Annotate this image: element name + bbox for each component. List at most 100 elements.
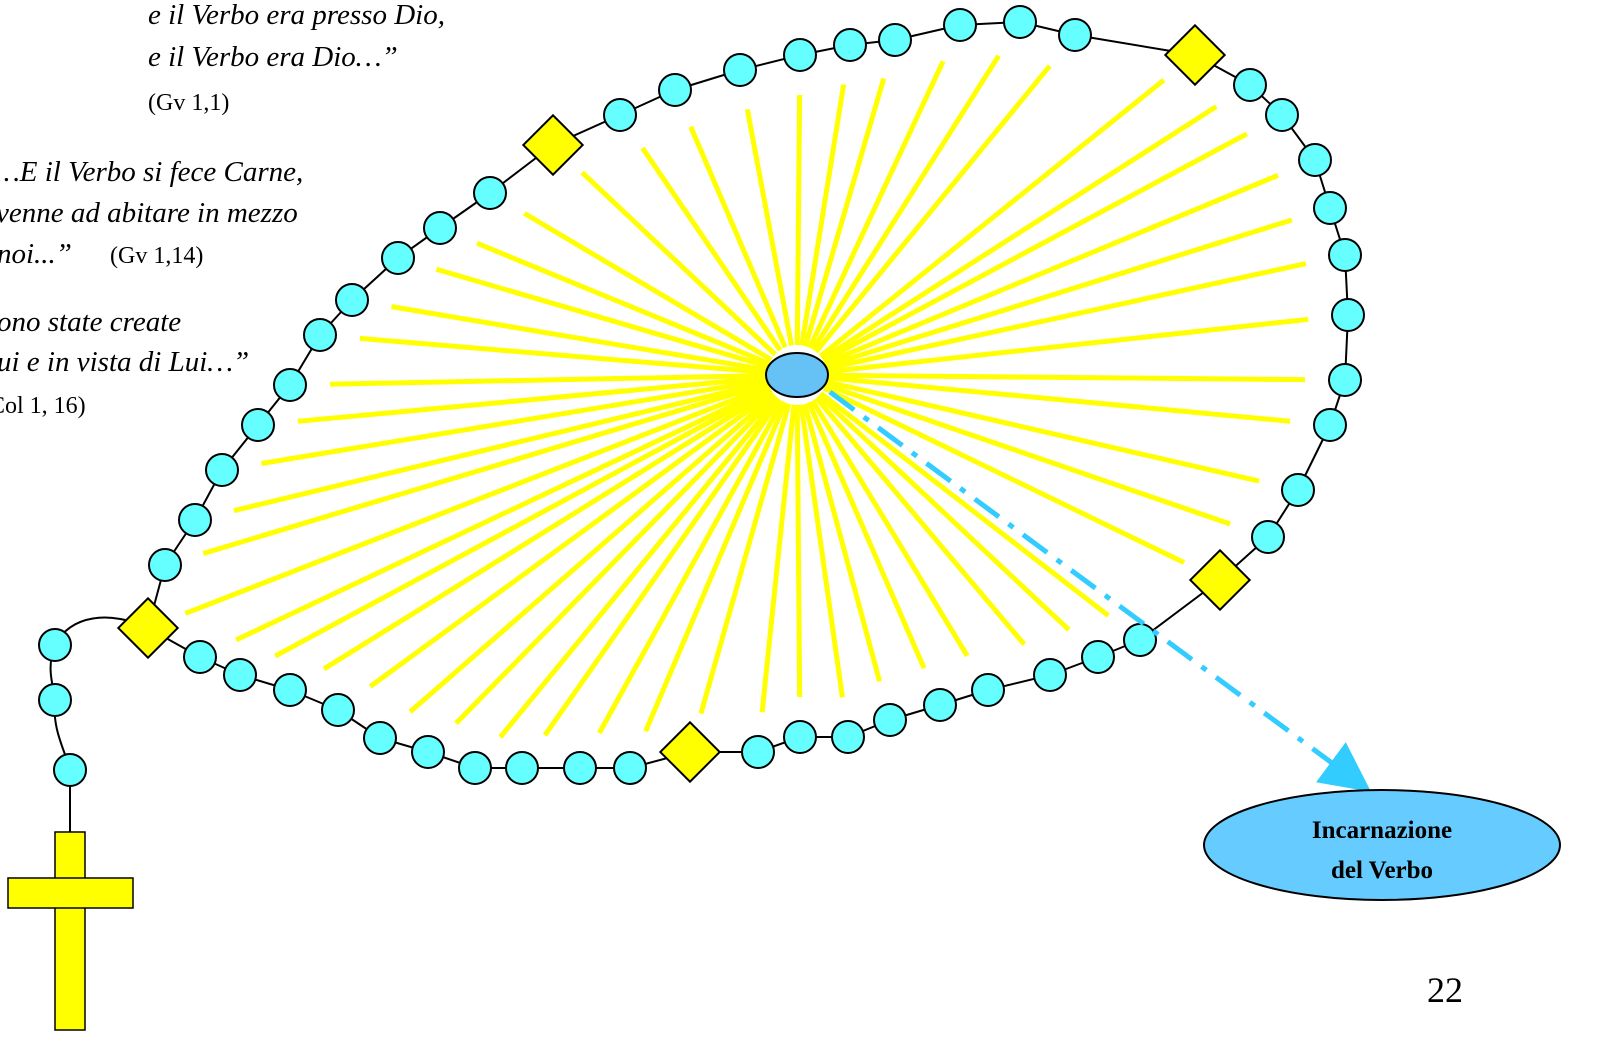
ray	[542, 398, 782, 737]
bead	[363, 721, 397, 755]
quote-line: ono state create	[0, 306, 181, 338]
ray	[802, 403, 883, 683]
bead	[241, 408, 275, 442]
ray	[817, 393, 1071, 632]
bead	[321, 693, 355, 727]
diamond-bead	[1163, 23, 1227, 87]
bead	[1298, 143, 1332, 177]
ray	[597, 400, 785, 735]
callout-ellipse	[1203, 789, 1561, 901]
ray	[640, 146, 783, 352]
ray	[476, 240, 771, 366]
bead	[1328, 363, 1362, 397]
bead	[53, 753, 87, 787]
arrow	[828, 389, 1372, 792]
bead	[335, 283, 369, 317]
ray	[759, 404, 797, 713]
bead	[178, 503, 212, 537]
rays	[184, 54, 1309, 739]
ray	[235, 385, 771, 643]
ray	[825, 379, 1260, 484]
bead	[505, 751, 539, 785]
bead	[873, 703, 907, 737]
ray	[825, 261, 1307, 372]
ray	[368, 390, 775, 689]
callout-text: del Verbo	[1331, 857, 1433, 884]
ray	[824, 217, 1293, 369]
bead	[458, 751, 492, 785]
ray	[523, 211, 773, 362]
bead	[923, 688, 957, 722]
ray	[454, 394, 778, 726]
bead	[943, 8, 977, 42]
bead	[1281, 473, 1315, 507]
bead	[273, 673, 307, 707]
ray	[498, 396, 780, 739]
ray	[329, 373, 768, 387]
ray	[643, 401, 788, 733]
bead	[1033, 658, 1067, 692]
bead	[878, 23, 912, 57]
quote-line: e il Verbo era presso Dio,	[148, 0, 445, 31]
ray	[794, 404, 803, 698]
ray	[822, 131, 1248, 364]
bead	[223, 658, 257, 692]
ray	[435, 266, 769, 369]
bead	[423, 211, 457, 245]
bead	[38, 628, 72, 662]
center-node	[765, 352, 829, 398]
ray	[807, 60, 946, 349]
bead	[1123, 623, 1157, 657]
ray	[824, 382, 1231, 527]
ray	[826, 316, 1309, 375]
ray	[744, 108, 794, 346]
ray	[814, 64, 1052, 354]
bead	[971, 673, 1005, 707]
bead	[411, 735, 445, 769]
bead	[1313, 408, 1347, 442]
quote-line: …E il Verbo si fece Carne,	[0, 156, 303, 188]
ray	[806, 401, 927, 670]
bead	[1251, 520, 1285, 554]
quote-ref: (Gv 1,1)	[148, 90, 229, 116]
bead	[741, 735, 775, 769]
bead	[603, 98, 637, 132]
quote-ref: Col 1, 16)	[0, 393, 86, 419]
ray	[820, 104, 1218, 361]
ray	[202, 381, 769, 556]
diamond-bead	[658, 720, 722, 784]
bead	[1058, 18, 1092, 52]
bead	[831, 720, 865, 754]
bead	[658, 73, 692, 107]
ray	[814, 396, 1027, 647]
bead	[783, 720, 817, 754]
bead	[783, 38, 817, 72]
ray	[359, 335, 768, 375]
bead	[613, 751, 647, 785]
bead	[205, 453, 239, 487]
ray	[580, 170, 777, 357]
ray	[794, 94, 803, 346]
diamond-bead	[521, 113, 585, 177]
bead	[38, 683, 72, 717]
ray	[823, 173, 1280, 366]
cross	[7, 831, 134, 1031]
bead	[273, 368, 307, 402]
ray	[322, 388, 773, 672]
ray	[408, 392, 777, 714]
quote-ref: (Gv 1,14)	[110, 243, 203, 269]
ray	[297, 375, 768, 424]
callout-text: Incarnazione	[1312, 817, 1452, 844]
quote-line: noi...”	[0, 238, 72, 270]
ray	[810, 399, 970, 658]
ray	[798, 404, 845, 698]
bead	[723, 53, 757, 87]
ray	[274, 387, 772, 659]
bead	[1081, 640, 1115, 674]
rosary-loop	[38, 5, 1365, 832]
bead	[148, 548, 182, 582]
ray	[184, 383, 770, 616]
bead	[1265, 98, 1299, 132]
quote-line: e il Verbo era Dio…”	[148, 41, 398, 73]
